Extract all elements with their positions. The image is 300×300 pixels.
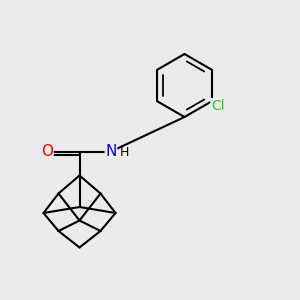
Text: Cl: Cl bbox=[211, 99, 225, 113]
Text: H: H bbox=[120, 146, 129, 160]
Text: O: O bbox=[41, 144, 53, 159]
Text: N: N bbox=[105, 144, 117, 159]
